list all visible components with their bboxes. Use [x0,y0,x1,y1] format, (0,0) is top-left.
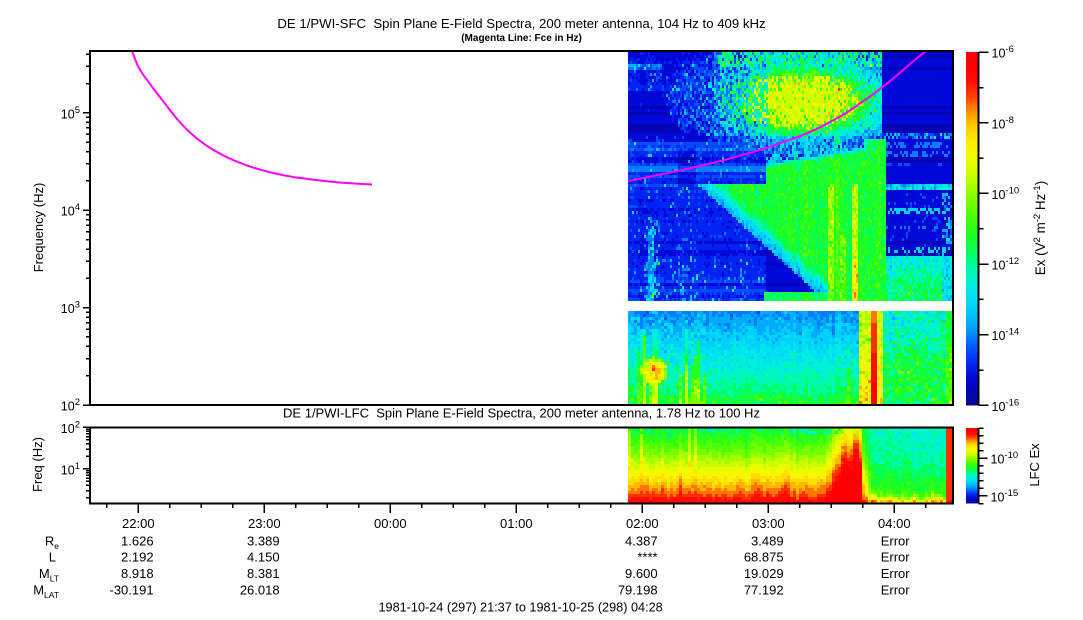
svg-text:8.381: 8.381 [247,566,280,581]
svg-text:Error: Error [881,583,911,598]
svg-text:Error: Error [881,566,911,581]
svg-text:2.192: 2.192 [121,550,154,565]
svg-text:Error: Error [881,550,911,565]
svg-text:8.918: 8.918 [121,566,154,581]
svg-text:Error: Error [881,534,911,549]
svg-text:DE 1/PWI-LFC Spin Plane E-Fie: DE 1/PWI-LFC Spin Plane E-Field Spectra,… [283,406,760,421]
svg-text:68.875: 68.875 [744,550,784,565]
svg-text:4.150: 4.150 [247,550,280,565]
svg-text:DE 1/PWI-SFC Spin Plane E-Fie: DE 1/PWI-SFC Spin Plane E-Field Spectra,… [277,16,765,31]
svg-text:19.029: 19.029 [744,566,784,581]
svg-text:22:00: 22:00 [122,516,155,531]
svg-text:9.600: 9.600 [625,566,658,581]
svg-text:00:00: 00:00 [374,516,407,531]
svg-text:Freq (Hz): Freq (Hz) [30,437,45,492]
svg-text:26.018: 26.018 [240,583,280,598]
svg-text:L: L [49,550,56,565]
svg-text:01:00: 01:00 [500,516,533,531]
svg-text:4.387: 4.387 [625,534,658,549]
svg-text:79.198: 79.198 [618,583,658,598]
svg-text:****: **** [637,550,657,565]
svg-text:03:00: 03:00 [752,516,785,531]
svg-text:-30.191: -30.191 [110,583,154,598]
svg-text:02:00: 02:00 [626,516,659,531]
svg-text:04:00: 04:00 [878,516,911,531]
svg-text:23:00: 23:00 [248,516,281,531]
svg-text:1.626: 1.626 [121,534,154,549]
svg-text:Frequency (Hz): Frequency (Hz) [31,183,46,273]
svg-text:1981-10-24 (297) 21:37 to 1981: 1981-10-24 (297) 21:37 to 1981-10-25 (29… [378,601,662,615]
svg-text:(Magenta Line: Fce in Hz): (Magenta Line: Fce in Hz) [461,33,582,44]
svg-text:77.192: 77.192 [744,583,784,598]
svg-text:LFC Ex: LFC Ex [1027,443,1042,487]
svg-text:Ex (V2 m-2 Hz-1): Ex (V2 m-2 Hz-1) [1032,181,1048,275]
svg-text:3.389: 3.389 [247,534,280,549]
svg-text:3.489: 3.489 [751,534,784,549]
